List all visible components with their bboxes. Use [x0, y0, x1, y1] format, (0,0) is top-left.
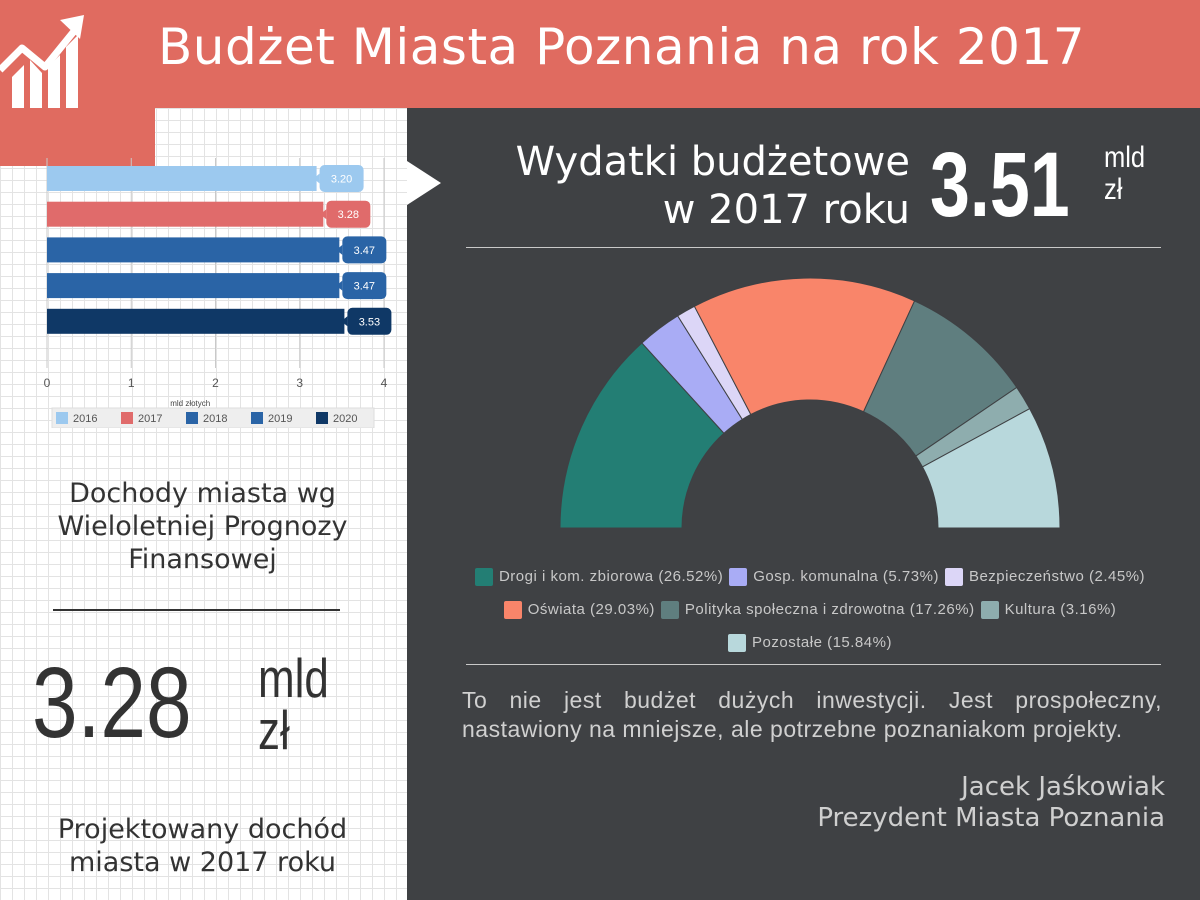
x-tick-label: 4 — [381, 376, 388, 390]
expense-legend: Drogi i kom. zbiorowa (26.52%) Gosp. komu… — [420, 560, 1200, 659]
bar-data-label: 3.53 — [359, 316, 380, 328]
legend-label: Drogi i kom. zbiorowa (26.52%) — [498, 568, 724, 585]
legend-item: Pozostałe (15.84%) — [728, 633, 892, 652]
income-heading: Dochody miasta wg Wieloletniej Prognozy … — [57, 478, 348, 575]
author-title: Prezydent Miasta Poznania — [817, 803, 1165, 833]
bar-label-pointer — [320, 209, 327, 220]
legend-label: Polityka społeczna i zdrowotna (17.26%) — [684, 601, 975, 618]
bar-2020 — [47, 308, 345, 334]
income-unit: mld zł — [258, 647, 329, 761]
bar-legend-swatch — [251, 412, 263, 424]
panel-pointer-arrow — [407, 161, 441, 205]
legend-item: Bezpieczeństwo (2.45%) — [944, 567, 1146, 586]
expense-unit-zl: zł — [1104, 173, 1123, 206]
legend-label: Bezpieczeństwo (2.45%) — [968, 568, 1146, 585]
bar-legend-label: 2017 — [138, 413, 162, 425]
donut-slice — [921, 407, 1061, 529]
growth-chart-icon — [0, 15, 84, 110]
quote-author: Jacek Jaśkowiak Prezydent Miasta Poznani… — [700, 772, 1165, 834]
legend-row: Oświata (29.03%) Polityka społeczna i zdr… — [420, 593, 1200, 626]
bar-legend-label: 2016 — [73, 413, 97, 425]
income-unit-zl: zł — [258, 699, 290, 761]
legend-swatch — [728, 633, 747, 652]
expense-unit-mld: mld — [1104, 141, 1146, 174]
bar-legend-label: 2018 — [203, 413, 227, 425]
expense-heading-line2: w 2017 roku — [662, 187, 910, 233]
legend-swatch — [980, 600, 999, 619]
legend-label: Gosp. komunalna (5.73%) — [753, 568, 939, 585]
expense-value: 3.51 — [930, 134, 1070, 236]
author-name: Jacek Jaśkowiak — [961, 772, 1165, 802]
bar-2018 — [47, 237, 340, 263]
legend-row: Pozostałe (15.84%) — [420, 626, 1200, 659]
bar-legend-swatch — [121, 412, 133, 424]
president-quote: To nie jest budżet dużych inwestycji. Je… — [462, 687, 1162, 742]
left-divider — [53, 609, 340, 611]
x-tick-label: 0 — [44, 376, 51, 390]
legend-label: Oświata (29.03%) — [527, 601, 655, 618]
bar-label-pointer — [313, 173, 320, 184]
page-title: Budżet Miasta Poznania na rok 2017 — [158, 18, 1086, 76]
x-tick-label: 2 — [212, 376, 219, 390]
legend-swatch — [944, 567, 963, 586]
legend-swatch — [474, 567, 493, 586]
bar-legend-swatch — [316, 412, 328, 424]
bar-label-pointer — [336, 280, 343, 291]
expense-heading: Wydatki budżetowe w 2017 roku — [430, 138, 910, 234]
legend-row: Drogi i kom. zbiorowa (26.52%) Gosp. komu… — [420, 560, 1200, 593]
right-panel — [407, 108, 1200, 900]
legend-label: Kultura (3.16%) — [1004, 601, 1117, 618]
bar-label-bubble — [342, 236, 387, 264]
income-value: 3.28 — [32, 647, 192, 759]
bar-legend-label: 2020 — [333, 413, 357, 425]
expense-heading-line1: Wydatki budżetowe — [515, 139, 910, 185]
bar-legend: 2016 2017 2018 2019 2020 — [51, 407, 375, 428]
legend-item: Kultura (3.16%) — [980, 600, 1117, 619]
header-pointer-overlay — [0, 108, 155, 166]
bar-label-bubble — [319, 165, 364, 192]
legend-swatch — [503, 600, 522, 619]
expense-unit: mld zł — [1104, 142, 1145, 206]
legend-item: Gosp. komunalna (5.73%) — [729, 567, 939, 586]
bar-2019 — [47, 273, 340, 299]
right-divider-top — [466, 247, 1161, 248]
bar-data-label: 3.20 — [331, 174, 352, 186]
legend-swatch — [660, 600, 679, 619]
x-tick-label: 3 — [296, 376, 303, 390]
x-tick-label: 1 — [128, 376, 135, 390]
right-divider-mid — [466, 664, 1161, 665]
income-unit-mld: mld — [258, 647, 329, 709]
bar-legend-swatch — [186, 412, 198, 424]
legend-label: Pozostałe (15.84%) — [752, 634, 892, 651]
legend-item: Polityka społeczna i zdrowotna (17.26%) — [660, 600, 975, 619]
bar-data-label: 3.47 — [354, 245, 375, 257]
legend-item: Drogi i kom. zbiorowa (26.52%) — [474, 567, 724, 586]
header-bar — [0, 0, 1200, 108]
bar-data-label: 3.28 — [338, 209, 359, 221]
bar-label-bubble — [347, 307, 392, 335]
bar-label-bubble — [342, 272, 387, 300]
bar-data-label: 3.47 — [354, 281, 375, 293]
expense-half-donut-chart — [559, 277, 1061, 529]
bar-label-bubble — [326, 200, 371, 228]
income-caption: Projektowany dochód miasta w 2017 roku — [57, 814, 348, 878]
bar-2017 — [47, 201, 324, 227]
bar-label-pointer — [341, 316, 348, 327]
legend-swatch — [729, 567, 748, 586]
donut-slice — [693, 277, 916, 416]
bar-2016 — [47, 166, 317, 191]
bar-legend-label: 2019 — [268, 413, 292, 425]
bar-legend-swatch — [56, 412, 68, 424]
legend-item: Oświata (29.03%) — [503, 600, 655, 619]
bar-label-pointer — [336, 244, 343, 255]
x-axis-label: mld złotych — [170, 399, 210, 408]
